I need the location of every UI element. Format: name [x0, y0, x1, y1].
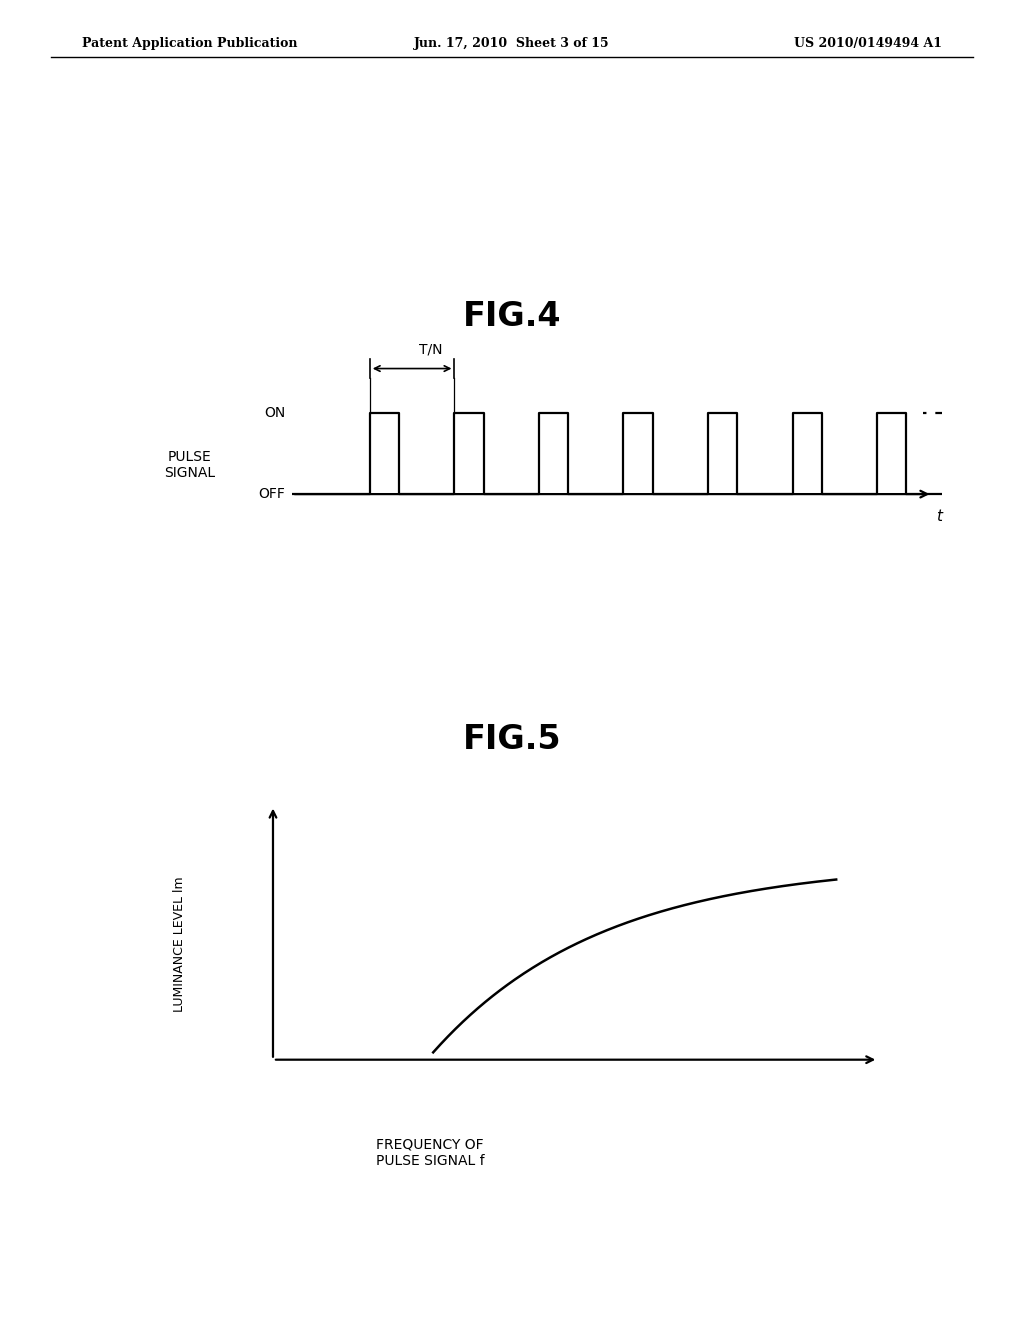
Text: Patent Application Publication: Patent Application Publication — [82, 37, 297, 50]
Text: ON: ON — [264, 407, 286, 420]
Text: PULSE
SIGNAL: PULSE SIGNAL — [164, 450, 215, 479]
Text: LUMINANCE LEVEL lm: LUMINANCE LEVEL lm — [173, 876, 185, 1011]
Text: Jun. 17, 2010  Sheet 3 of 15: Jun. 17, 2010 Sheet 3 of 15 — [414, 37, 610, 50]
Text: t: t — [936, 508, 942, 524]
Text: T/N: T/N — [419, 342, 442, 356]
Text: US 2010/0149494 A1: US 2010/0149494 A1 — [794, 37, 942, 50]
Text: OFF: OFF — [258, 487, 286, 502]
Text: FIG.4: FIG.4 — [463, 300, 561, 333]
Text: FIG.5: FIG.5 — [463, 723, 561, 755]
Text: FREQUENCY OF
PULSE SIGNAL f: FREQUENCY OF PULSE SIGNAL f — [376, 1138, 484, 1168]
